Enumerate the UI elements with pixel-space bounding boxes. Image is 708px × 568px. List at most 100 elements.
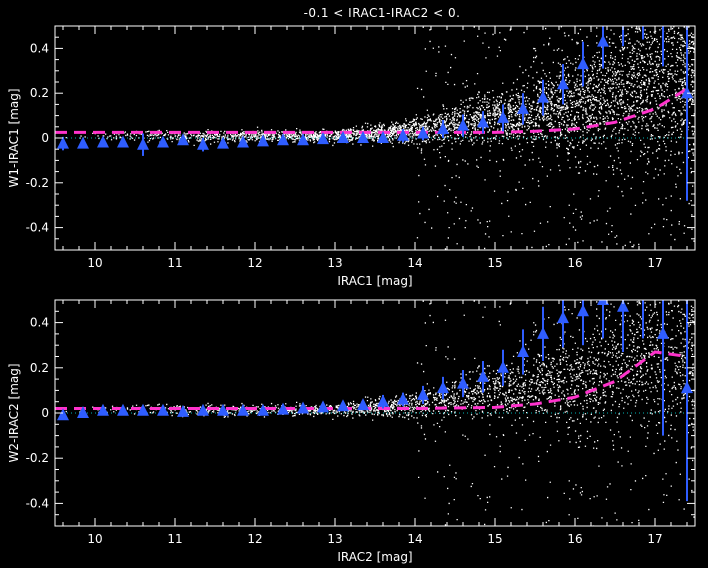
binned-point <box>157 135 169 148</box>
x-tick-label: 12 <box>247 256 262 270</box>
y-tick-label: 0 <box>41 406 49 420</box>
x-axis-ticks-top: 10 11 12 13 14 15 16 17 <box>62 26 688 270</box>
binned-point <box>317 400 329 413</box>
x-axis-label-bottom: IRAC2 [mag] <box>337 550 412 564</box>
binned-point <box>457 118 469 131</box>
binned-point <box>257 134 269 147</box>
x-tick-label: 10 <box>87 532 102 546</box>
binned-point <box>117 135 129 148</box>
binned-point <box>357 131 369 143</box>
binned-point <box>57 408 69 421</box>
binned-point <box>437 122 449 135</box>
binned-point <box>477 115 489 128</box>
binned-point <box>337 131 349 143</box>
scatter-points-top <box>64 26 695 250</box>
binned-point <box>157 403 169 416</box>
binned-point <box>97 135 109 148</box>
x-tick-label: 17 <box>647 256 662 270</box>
binned-point <box>77 136 89 149</box>
binned-point <box>337 399 349 412</box>
binned-point <box>217 136 229 149</box>
y-axis-label-top: W1-IRAC1 [mag] <box>7 88 21 187</box>
binned-point <box>597 34 609 47</box>
binned-point <box>317 132 329 145</box>
binned-point <box>497 360 509 373</box>
binned-point <box>177 404 189 417</box>
x-tick-label: 10 <box>87 256 102 270</box>
x-tick-label: 11 <box>167 532 182 546</box>
x-tick-label: 16 <box>567 532 582 546</box>
y-tick-label: 0.2 <box>30 361 49 375</box>
binned-point <box>137 403 149 416</box>
binned-point <box>681 381 693 394</box>
binned-point <box>437 381 449 394</box>
binned-point <box>597 300 609 305</box>
binned-point <box>657 326 669 339</box>
y-tick-label: 0.4 <box>30 316 49 330</box>
binned-point <box>357 398 369 411</box>
x-tick-label: 13 <box>327 532 342 546</box>
binned-point <box>577 304 589 317</box>
binned-point <box>617 300 629 312</box>
binned-point <box>477 369 489 382</box>
x-tick-label: 14 <box>407 532 422 546</box>
panel-bottom: 10 11 12 13 14 15 16 17 -0.4 -0.2 0 0.2 0.4 IRAC2 [… <box>7 299 696 564</box>
y-tick-label: 0.2 <box>30 86 49 100</box>
x-axis-label-top: IRAC1 [mag] <box>337 274 412 288</box>
binned-point <box>97 403 109 416</box>
binned-point <box>397 392 409 405</box>
binned-point <box>457 376 469 389</box>
binned-point <box>377 131 389 143</box>
binned-point <box>137 137 149 150</box>
binned-points-bottom <box>57 300 693 502</box>
y-axis-ticks-top: -0.4 -0.2 0 0.2 0.4 <box>26 25 695 251</box>
x-axis-ticks-bottom: 10 11 12 13 14 15 16 17 <box>62 300 688 546</box>
y-tick-label: -0.2 <box>26 451 49 465</box>
binned-point <box>297 133 309 146</box>
binned-point <box>297 401 309 414</box>
model-curve-top <box>55 87 688 134</box>
binned-point <box>237 403 249 416</box>
x-tick-label: 13 <box>327 256 342 270</box>
binned-point <box>517 344 529 357</box>
binned-point <box>417 126 429 139</box>
binned-point <box>257 403 269 416</box>
y-tick-label: -0.2 <box>26 176 49 190</box>
binned-point <box>197 137 209 150</box>
binned-point <box>77 406 89 418</box>
y-tick-label: -0.4 <box>26 496 49 510</box>
x-tick-label: 12 <box>247 532 262 546</box>
x-tick-label: 16 <box>567 256 582 270</box>
binned-point <box>177 133 189 146</box>
scatter-cloud <box>64 26 695 250</box>
y-tick-label: -0.4 <box>26 221 49 235</box>
y-tick-label: 0.4 <box>30 41 49 55</box>
binned-point <box>277 402 289 415</box>
binned-point <box>681 86 693 99</box>
binned-point <box>237 135 249 148</box>
binned-point <box>217 403 229 416</box>
binned-point <box>417 387 429 400</box>
x-tick-label: 15 <box>487 532 502 546</box>
binned-point <box>537 326 549 339</box>
binned-point <box>557 311 569 324</box>
binned-point <box>537 90 549 103</box>
y-tick-label: 0 <box>41 131 49 145</box>
binned-point <box>57 136 69 149</box>
binned-point <box>377 394 389 407</box>
binned-point <box>517 101 529 114</box>
binned-point <box>557 77 569 90</box>
binned-point <box>397 128 409 141</box>
binned-point <box>577 57 589 70</box>
x-tick-label: 11 <box>167 256 182 270</box>
binned-point <box>277 133 289 146</box>
binned-point <box>117 403 129 416</box>
panel-top: 10 11 12 13 14 15 16 17 -0.4 -0.2 0 0.2 0.4 IRAC1 [… <box>7 25 696 288</box>
y-axis-label-bottom: W2-IRAC2 [mag] <box>7 363 21 462</box>
figure-title: -0.1 < IRAC1-IRAC2 < 0. <box>304 6 461 20</box>
binned-point <box>497 110 509 123</box>
x-tick-label: 15 <box>487 256 502 270</box>
binned-points-top <box>57 26 693 201</box>
